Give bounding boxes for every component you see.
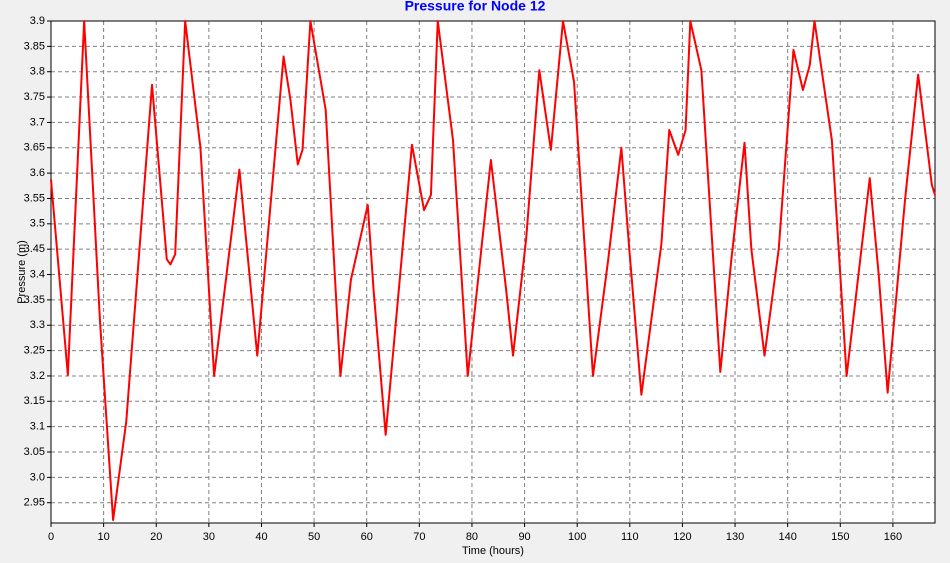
chart-title: Pressure for Node 12 [405,0,546,14]
x-tick-label: 120 [673,531,691,543]
y-tick-label: 3.45 [24,243,45,255]
y-tick-label: 3.25 [24,345,45,357]
plot-area [51,21,935,523]
y-tick-label: 3.0 [30,471,45,483]
y-tick-label: 3.15 [24,395,45,407]
x-tick-label: 50 [308,531,320,543]
x-tick-label: 160 [884,531,902,543]
y-tick-label: 3.3 [30,319,45,331]
x-tick-label: 140 [778,531,796,543]
y-tick-label: 3.85 [24,40,45,52]
x-tick-label: 40 [255,531,267,543]
y-tick-label: 3.1 [30,421,45,433]
y-tick-label: 3.8 [30,66,45,78]
y-tick-label: 3.2 [30,370,45,382]
y-tick-label: 3.7 [30,116,45,128]
y-tick-label: 3.9 [30,15,45,27]
y-tick-label: 3.6 [30,167,45,179]
x-tick-label: 150 [831,531,849,543]
y-tick-label: 2.95 [24,497,45,509]
y-tick-label: 3.65 [24,142,45,154]
x-tick-label: 80 [466,531,478,543]
y-tick-label: 3.75 [24,91,45,103]
x-tick-label: 0 [48,531,54,543]
y-tick-label: 3.35 [24,294,45,306]
y-tick-label: 3.4 [30,268,45,280]
y-tick-label: 3.05 [24,446,45,458]
y-axis-label: Pressure (m) [16,240,28,304]
x-tick-label: 30 [203,531,215,543]
x-tick-label: 20 [150,531,162,543]
data-line [50,20,936,521]
plot-frame [50,20,936,524]
y-tick-label: 3.55 [24,192,45,204]
x-tick-label: 70 [413,531,425,543]
y-tick-label: 3.5 [30,218,45,230]
x-tick-label: 110 [621,531,639,543]
x-tick-label: 130 [726,531,744,543]
x-tick-label: 60 [361,531,373,543]
x-tick-label: 90 [518,531,530,543]
x-axis-label: Time (hours) [462,545,524,557]
x-tick-label: 100 [568,531,586,543]
x-tick-label: 10 [97,531,109,543]
